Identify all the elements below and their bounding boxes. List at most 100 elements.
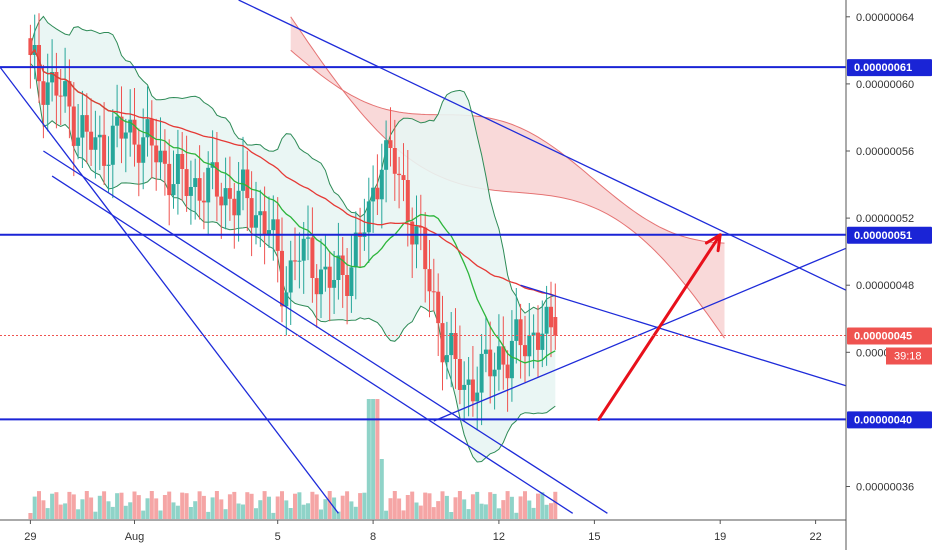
level-price-tag-label: 0.00000051 (854, 230, 912, 242)
bollinger-fill (30, 16, 556, 463)
price-axis-background (846, 0, 932, 550)
volume-bar (119, 492, 124, 519)
candle (188, 160, 193, 225)
volume-bar (462, 499, 467, 519)
candle-body (440, 323, 445, 363)
volume-bar (71, 494, 76, 519)
volume-bar (76, 509, 81, 519)
ichimoku-cloud (290, 16, 725, 339)
candle (28, 24, 33, 89)
volume-bar (475, 491, 480, 519)
price-axis[interactable]: 0.00000064 0.00000060 0.00000056 0.00000052… (845, 0, 932, 550)
candle (297, 232, 302, 289)
volume-bar (175, 505, 180, 519)
candle (496, 314, 501, 391)
volume-bar (327, 491, 332, 519)
volume-bar (405, 495, 410, 519)
candle (288, 240, 293, 325)
candle (536, 305, 540, 378)
time-tick-label: 29 (24, 531, 36, 543)
volume-bar (171, 502, 176, 519)
volume-bar (132, 491, 137, 519)
volume-bar (358, 493, 363, 519)
volume-bar (110, 506, 115, 519)
price-tick-label: 0.00000060 (856, 79, 914, 91)
candle-body (80, 115, 85, 138)
candle (514, 288, 519, 364)
candle (119, 86, 124, 164)
time-axis[interactable]: 29 Aug 5 8 12 15 19 22 (0, 519, 846, 543)
volume-bar (206, 511, 211, 519)
candle-body (375, 187, 380, 200)
candle (492, 352, 497, 410)
volume-bar (210, 497, 215, 519)
candle (236, 162, 241, 242)
candle-body (410, 221, 415, 245)
time-tick-label: Aug (125, 531, 145, 543)
volume-bar (301, 504, 306, 519)
candle-body (54, 72, 59, 96)
volume-bar (284, 500, 289, 519)
horizontal-levels[interactable] (0, 66, 846, 421)
candle (527, 303, 532, 377)
candle (84, 93, 89, 164)
candle-body (501, 346, 506, 365)
candle-body (475, 392, 480, 402)
candle (323, 235, 328, 292)
candle (227, 156, 232, 221)
time-tick-label: 19 (714, 531, 726, 543)
volume-bar (128, 502, 133, 519)
candle-body (284, 292, 289, 307)
candle (175, 129, 180, 215)
candle-body (267, 230, 271, 235)
candle (405, 150, 410, 247)
candle-body (97, 134, 102, 138)
volume-bar (37, 491, 41, 519)
candle-body (523, 345, 527, 357)
countdown-label: 39:18 (894, 351, 922, 363)
volume-bar (258, 500, 263, 519)
candle (132, 88, 137, 167)
price-tick-label: 0.00000036 (856, 482, 914, 494)
candle (97, 115, 102, 170)
candle-body (488, 349, 493, 377)
candle-body (193, 178, 198, 187)
candle (267, 196, 271, 248)
candle-body (262, 211, 267, 235)
volume-bar (379, 459, 384, 519)
candle-body (254, 215, 258, 228)
candle (523, 315, 527, 383)
candle-body (167, 163, 172, 196)
candle-body (50, 72, 55, 83)
candle-body (123, 132, 128, 139)
candle-body (171, 184, 176, 196)
volume-bar (262, 491, 267, 519)
volume-bar (492, 493, 497, 519)
candle-body (353, 232, 358, 268)
trendline (0, 66, 339, 514)
bollinger-upper (29, 15, 556, 314)
volume-bar (345, 491, 350, 519)
volume-bar (67, 491, 72, 519)
candle-body (162, 150, 167, 164)
candle-body (514, 319, 519, 341)
volume-bar (523, 491, 527, 519)
candle-body (301, 238, 306, 261)
candle (284, 266, 289, 336)
volume-bar (249, 493, 254, 519)
candle (50, 39, 55, 102)
candle-body (483, 349, 488, 354)
candle (449, 312, 454, 388)
projection-arrow[interactable] (597, 233, 722, 421)
candle (353, 211, 358, 300)
volume-bar (50, 493, 55, 519)
volume-bar (41, 500, 46, 519)
trendlines[interactable] (0, 0, 847, 514)
candle-body (492, 369, 497, 377)
volume-bar (201, 495, 206, 519)
candle-body (214, 162, 219, 197)
candle-body (323, 266, 328, 270)
candle-body (37, 45, 41, 82)
candle-body (149, 119, 154, 146)
